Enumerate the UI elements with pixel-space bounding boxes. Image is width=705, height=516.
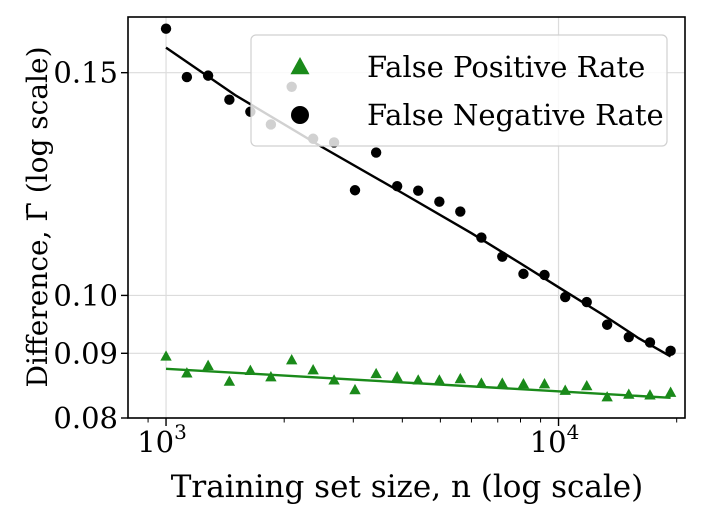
plot-frame <box>127 16 686 419</box>
legend-triangle-marker <box>290 57 310 75</box>
fnr-point <box>601 319 613 330</box>
fpr-point <box>496 377 508 388</box>
x-tick-base: 10 <box>530 425 567 459</box>
x-tick-base: 10 <box>137 425 174 459</box>
fnr-point <box>497 251 508 262</box>
x-tick-exponent: 4 <box>567 420 580 444</box>
fpr-point <box>202 359 214 370</box>
fnr-point <box>434 196 445 207</box>
fpr-point <box>601 391 613 402</box>
x-axis-label: Training set size, n (log scale) <box>171 469 644 505</box>
fpr-point <box>391 370 403 382</box>
y-tick-label: 0.09 <box>53 336 118 370</box>
fnr-point <box>370 147 382 158</box>
fnr-point <box>560 291 571 303</box>
fpr-point <box>664 386 677 397</box>
fpr-point <box>538 378 551 389</box>
fnr-point <box>224 94 235 105</box>
fpr-point <box>160 350 172 361</box>
fnr-point <box>623 331 634 343</box>
y-tick-label: 0.15 <box>53 56 118 90</box>
x-tick-label: 104 <box>530 420 580 459</box>
y-tick-label: 0.08 <box>53 401 118 435</box>
fnr-point <box>476 232 487 243</box>
fpr-point <box>244 364 257 375</box>
legend-label: False Positive Rate <box>367 50 645 84</box>
fpr-point <box>349 383 361 395</box>
fpr-point <box>559 384 571 395</box>
fpr-point <box>454 372 467 384</box>
fnr-point <box>518 268 529 280</box>
fnr-point <box>202 70 214 81</box>
fpr-point <box>328 374 340 385</box>
fpr-point <box>644 389 656 400</box>
y-tick-label: 0.10 <box>53 278 118 312</box>
legend: False Positive Rate False Negative Rate <box>250 34 668 147</box>
fnr-point <box>455 206 466 217</box>
fnr-point <box>413 185 424 196</box>
fpr-point <box>581 379 593 391</box>
fpr-point <box>433 374 446 385</box>
legend-circle-marker <box>291 106 309 124</box>
x-tick-label: 103 <box>137 420 187 459</box>
fpr-point <box>370 367 382 379</box>
data-points <box>160 23 677 402</box>
fpr-point <box>475 377 488 388</box>
fpr-point <box>307 364 319 375</box>
fnr-point <box>391 180 403 192</box>
fpr-point <box>623 388 635 399</box>
y-axis-label: Difference, Γ̄ (log scale) <box>21 47 54 388</box>
fpr-point <box>517 378 530 389</box>
fnr-point <box>539 269 550 281</box>
fnr-point <box>160 23 172 34</box>
fnr-point <box>581 296 592 308</box>
fnr-point <box>644 337 656 348</box>
fnr-point <box>181 71 193 83</box>
fpr-point <box>181 367 193 378</box>
fpr-point <box>412 374 424 385</box>
fnr-point <box>349 185 361 196</box>
fpr-point <box>223 375 236 386</box>
x-tick-exponent: 3 <box>174 420 187 444</box>
fnr-point <box>665 345 676 357</box>
fpr-point <box>265 370 277 382</box>
legend-label: False Negative Rate <box>367 98 664 132</box>
fpr-point <box>285 354 298 365</box>
legend-box <box>250 34 668 147</box>
